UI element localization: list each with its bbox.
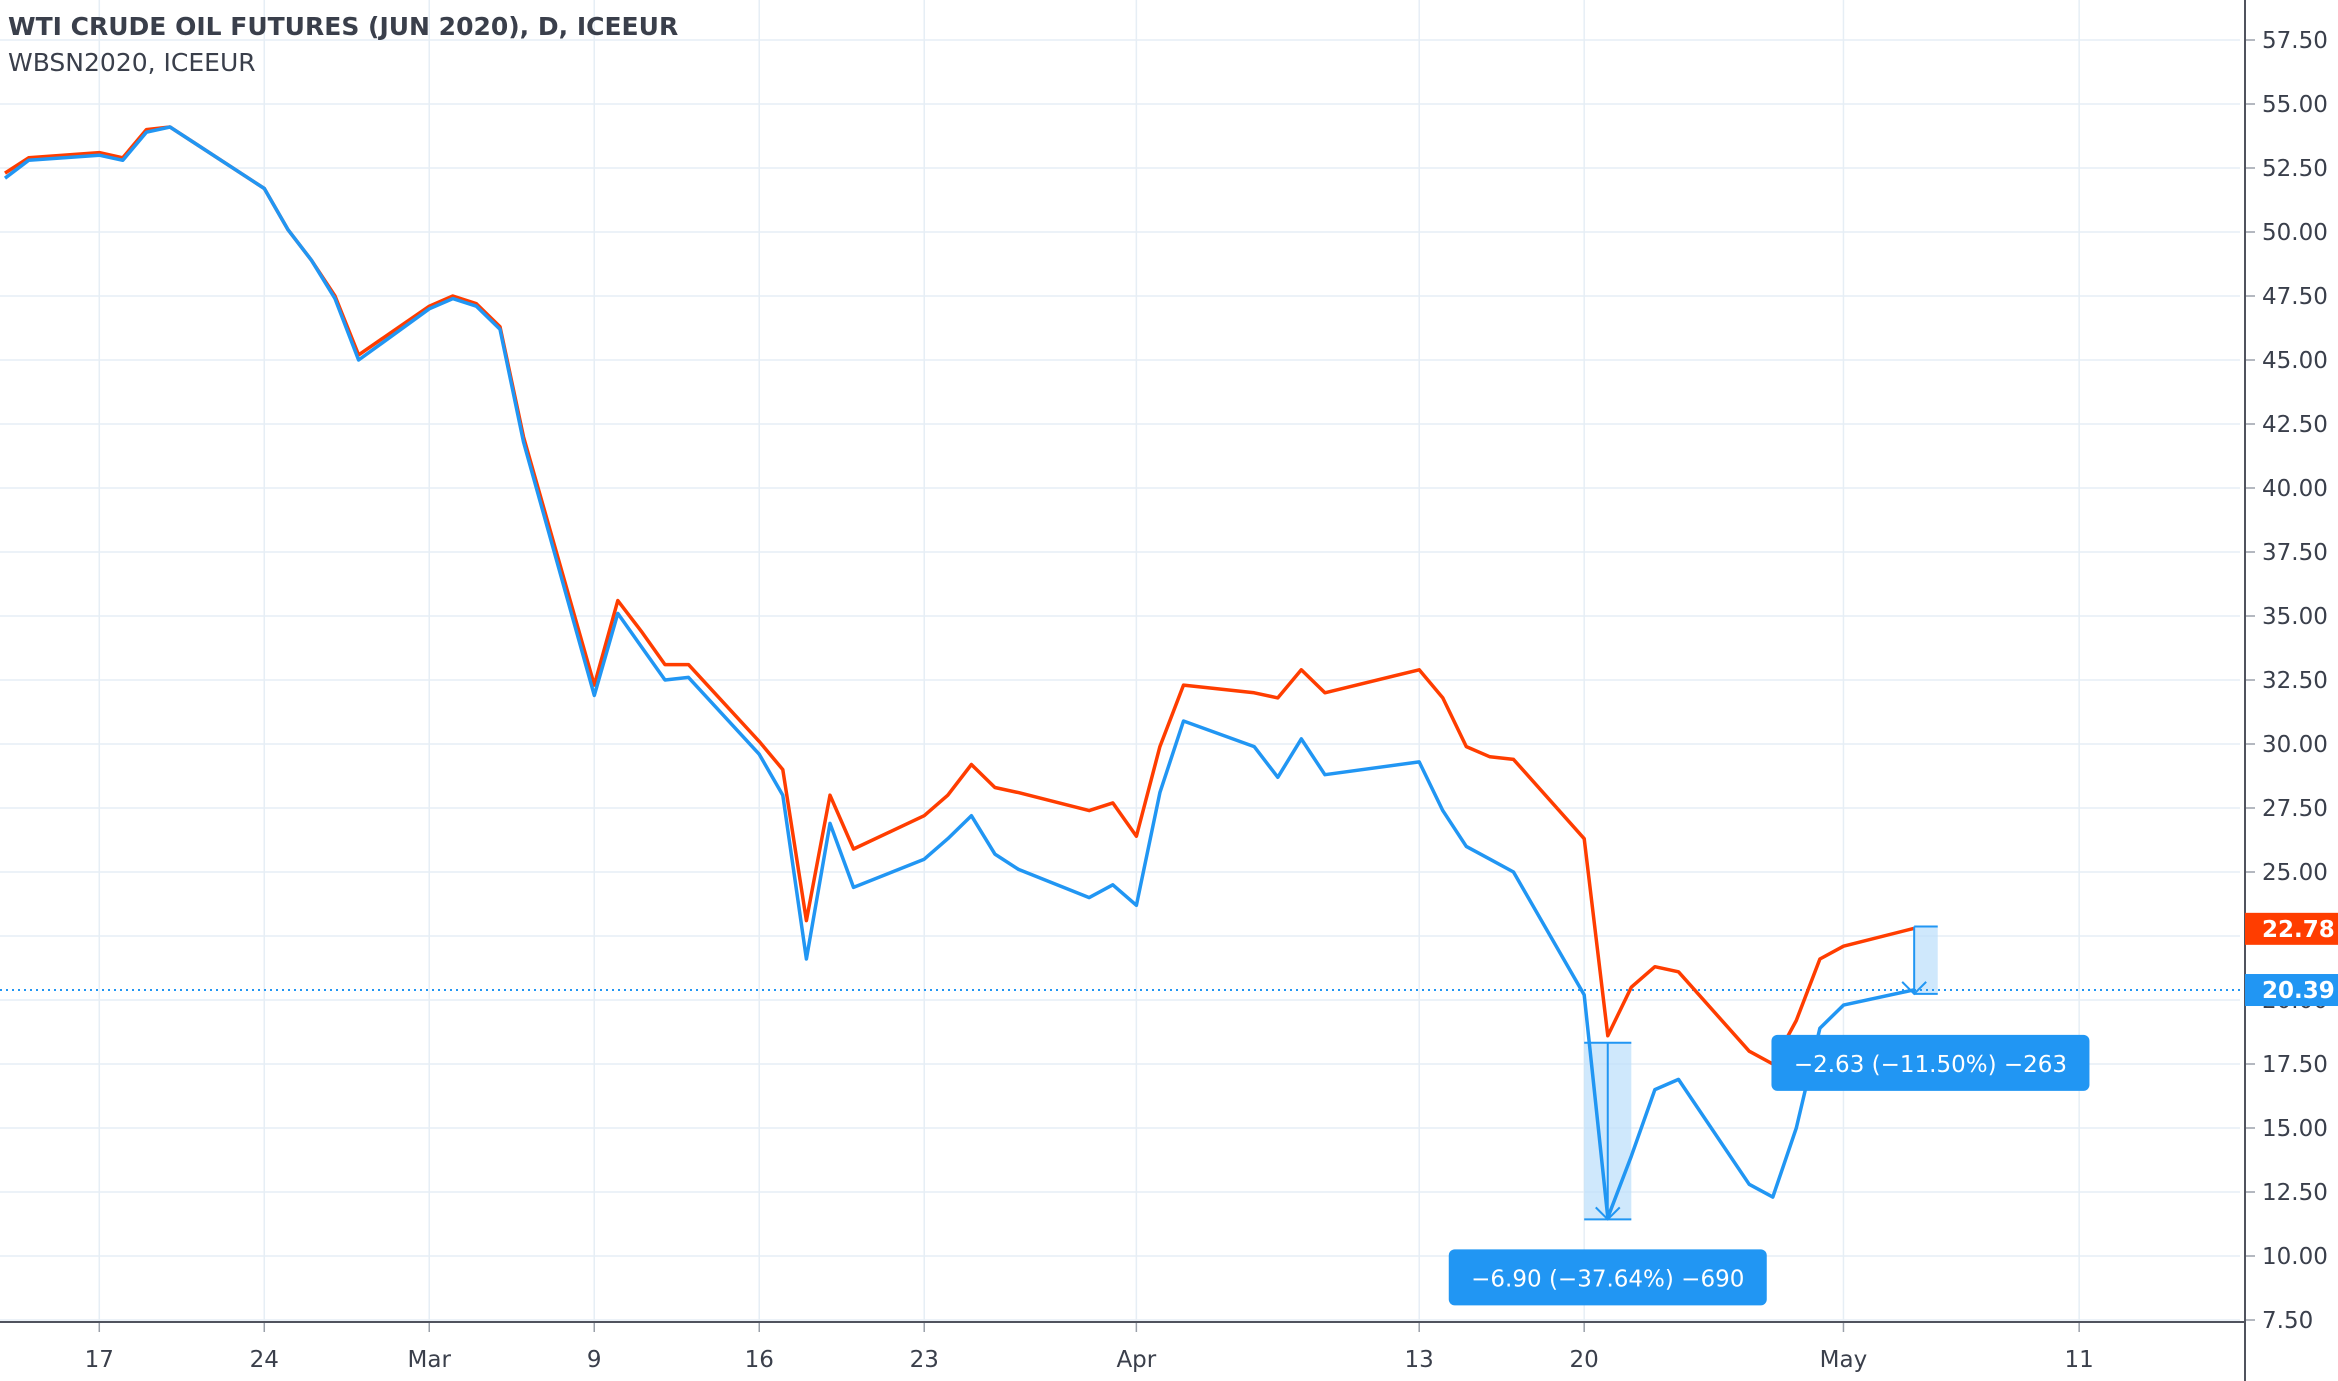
x-tick-label: 9	[587, 1347, 602, 1373]
y-tick-label: 50.00	[2262, 220, 2328, 246]
y-tick-label: 40.00	[2262, 476, 2328, 502]
x-tick-label: 16	[745, 1347, 774, 1373]
chart-title: WTI CRUDE OIL FUTURES (JUN 2020), D, ICE…	[8, 12, 679, 41]
gridlines	[0, 0, 2240, 1322]
last-value-label: 22.78	[2262, 917, 2335, 943]
measure-arrow-head	[1595, 1206, 1621, 1221]
y-tick-label: 47.50	[2262, 284, 2328, 310]
x-tick-label: 17	[85, 1347, 114, 1373]
measure-label-box	[1771, 1034, 2090, 1091]
measure-label-text: −6.90 (−37.64%) −690	[1471, 1266, 1744, 1292]
measure-fill	[1914, 926, 1938, 994]
measure-label-box	[1448, 1249, 1767, 1306]
y-tick-label: 10.00	[2262, 1244, 2328, 1270]
y-tick-label: 17.50	[2262, 1052, 2328, 1078]
x-tick-label: 13	[1405, 1347, 1434, 1373]
series-line-red	[4, 125, 1915, 1066]
y-tick-label: 55.00	[2262, 92, 2328, 118]
y-tick-label: 27.50	[2262, 796, 2328, 822]
series-line-blue	[3, 125, 1915, 1220]
x-tick-label: 24	[250, 1347, 279, 1373]
y-tick-label: 42.50	[2262, 412, 2328, 438]
y-tick-label: 35.00	[2262, 604, 2328, 630]
y-tick-label: 15.00	[2262, 1116, 2328, 1142]
x-tick-label: Apr	[1116, 1347, 1156, 1373]
y-tick-label: 30.00	[2262, 732, 2328, 758]
y-tick-label: 45.00	[2262, 348, 2328, 374]
x-tick-label: 23	[910, 1347, 939, 1373]
last-value-tag	[2245, 912, 2338, 945]
x-tick-label: Mar	[408, 1347, 452, 1373]
measure-arrow-head	[1901, 981, 1927, 996]
y-tick-label: 25.00	[2262, 860, 2328, 886]
x-tick-label: 11	[2065, 1347, 2094, 1373]
y-tick-label: 57.50	[2262, 28, 2328, 54]
measure-label-text: −2.63 (−11.50%) −263	[1794, 1052, 2067, 1078]
y-tick-label: 37.50	[2262, 540, 2328, 566]
y-tick-label: 12.50	[2262, 1180, 2328, 1206]
y-tick-label: 52.50	[2262, 156, 2328, 182]
measure-tools[interactable]: −6.90 (−37.64%) −690 −2.63 (−11.50%) −263	[1448, 925, 2090, 1306]
last-value-tag	[2245, 974, 2338, 1007]
y-tick-label: 7.50	[2262, 1308, 2313, 1334]
x-tick-label: 20	[1570, 1347, 1599, 1373]
chart-subtitle: WBSN2020, ICEEUR	[8, 48, 256, 77]
series-lines	[0, 125, 2240, 1220]
x-tick-label: May	[1820, 1347, 1868, 1373]
last-value-label: 20.39	[2262, 978, 2335, 1004]
y-tick-label: 32.50	[2262, 668, 2328, 694]
